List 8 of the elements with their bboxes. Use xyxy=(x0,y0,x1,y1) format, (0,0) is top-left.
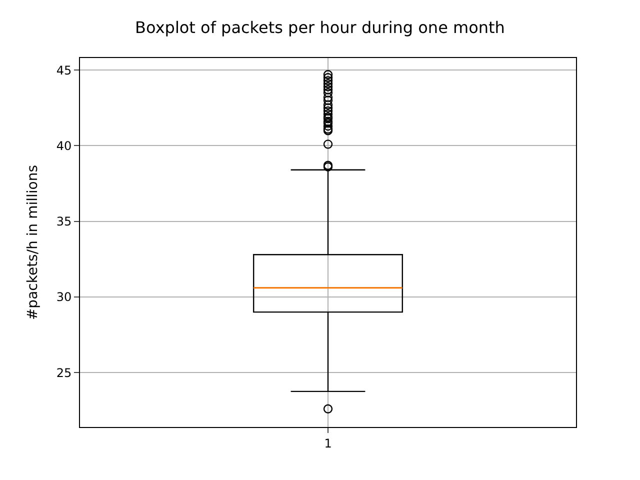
y-tick-label: 40 xyxy=(56,138,72,153)
y-tick-label: 35 xyxy=(56,214,72,229)
y-tick-label: 30 xyxy=(56,290,72,304)
y-tick-label: 25 xyxy=(56,366,72,380)
y-tick-label: 45 xyxy=(56,63,72,78)
y-axis-title: #packets/h in millions xyxy=(24,164,41,320)
x-tick-label: 1 xyxy=(324,436,332,450)
chart-title: Boxplot of packets per hour during one month xyxy=(135,18,505,37)
